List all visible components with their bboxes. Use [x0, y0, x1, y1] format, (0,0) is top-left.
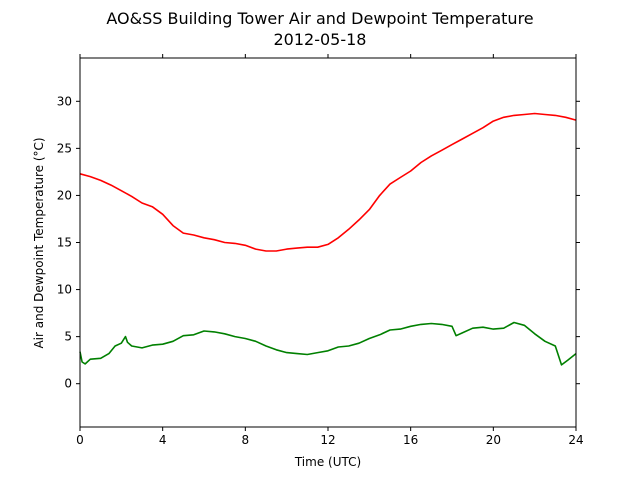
x-axis-label: Time (UTC)	[294, 455, 361, 469]
x-tick-label: 12	[320, 433, 335, 447]
x-tick-label: 24	[568, 433, 583, 447]
x-tick-label: 20	[486, 433, 501, 447]
y-tick-label: 5	[64, 330, 72, 344]
y-tick-label: 15	[57, 236, 72, 250]
y-tick-label: 30	[57, 94, 72, 108]
y-tick-label: 20	[57, 188, 72, 202]
series-line-1	[79, 112, 577, 252]
series-line-2	[79, 321, 577, 366]
chart-title: AO&SS Building Tower Air and Dewpoint Te…	[106, 9, 533, 28]
x-tick-label: 8	[242, 433, 250, 447]
x-tick-label: 4	[159, 433, 167, 447]
x-tick-label: 16	[403, 433, 418, 447]
y-tick-label: 25	[57, 141, 72, 155]
y-tick-label: 0	[64, 377, 72, 391]
chart-subtitle: 2012-05-18	[274, 30, 367, 49]
plot-frame	[79, 57, 577, 428]
plot-area: 0 4 8 12 16 20 24 0 5 10 15 20 25 30	[57, 54, 584, 447]
y-axis-label: Air and Dewpoint Temperature (°C)	[32, 137, 46, 348]
x-tick-label: 0	[76, 433, 84, 447]
y-tick-label: 10	[57, 283, 72, 297]
